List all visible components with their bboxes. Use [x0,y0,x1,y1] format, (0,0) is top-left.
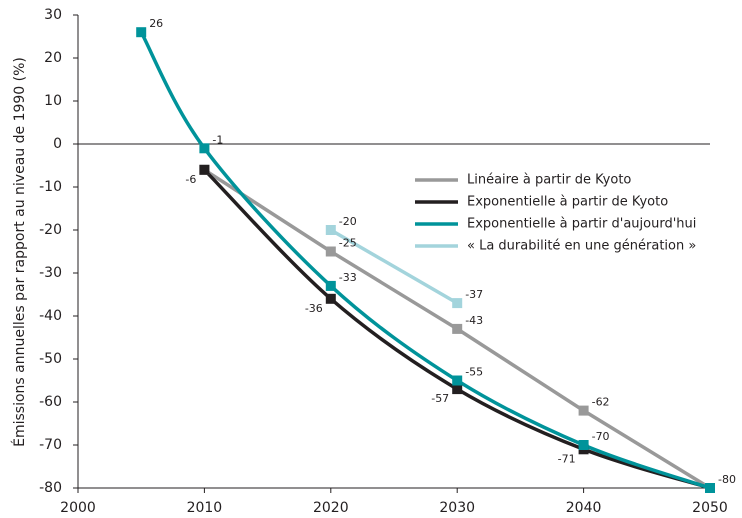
data-label: -6 [185,173,196,186]
legend-label: Exponentielle à partir d'aujourd'hui [467,217,696,232]
y-tick-label: -60 [39,394,62,410]
data-label: -33 [339,271,357,284]
point-marker [452,323,463,334]
point-marker [199,164,210,175]
data-label: -37 [465,288,483,301]
data-label: -43 [465,314,483,327]
y-tick-label: -30 [39,265,62,281]
data-label: -36 [305,302,323,315]
point-marker [452,298,463,309]
point-marker [136,27,147,38]
point-marker [325,280,336,291]
point-marker [325,293,336,304]
x-tick-label: 2040 [566,500,602,516]
y-tick-label: -50 [39,351,62,367]
x-tick-label: 2020 [313,500,349,516]
point-marker [578,405,589,416]
data-label: -57 [431,392,449,405]
y-tick-label: -80 [39,480,62,496]
y-tick-label: -40 [39,308,62,324]
data-label: -71 [558,452,576,465]
point-marker [452,375,463,386]
series-line [329,228,459,305]
data-label: -1 [212,133,223,146]
x-tick-label: 2010 [187,500,223,516]
data-label: -70 [592,430,610,443]
data-label: -62 [592,396,610,409]
y-tick-label: -70 [39,437,62,453]
x-tick-label: 2030 [439,500,475,516]
point-marker [705,483,715,493]
data-label: -20 [339,215,357,228]
x-tick-label: 2000 [60,500,96,516]
data-label: -80 [718,473,736,486]
x-tick-label: 2050 [692,500,728,516]
point-marker [578,440,589,450]
y-tick-label: 10 [44,93,62,109]
data-label: 26 [149,17,163,30]
point-marker [325,225,336,235]
y-axis-label: Émissions annuelles par rapport au nivea… [11,57,28,447]
y-tick-label: -20 [39,222,62,238]
data-label: -55 [465,366,483,379]
y-tick-label: -10 [39,179,62,195]
y-tick-label: 30 [44,7,62,23]
y-tick-label: 0 [53,136,62,152]
legend-label: Exponentielle à partir de Kyoto [467,195,668,210]
point-marker [452,384,463,395]
legend-label: Linéaire à partir de Kyoto [467,173,631,188]
point-marker [199,143,210,154]
series-line [139,31,711,490]
legend-label: « La durabilité en une génération » [467,239,696,254]
point-marker [325,246,336,257]
data-label: -25 [339,237,357,250]
y-tick-label: 20 [44,50,62,66]
